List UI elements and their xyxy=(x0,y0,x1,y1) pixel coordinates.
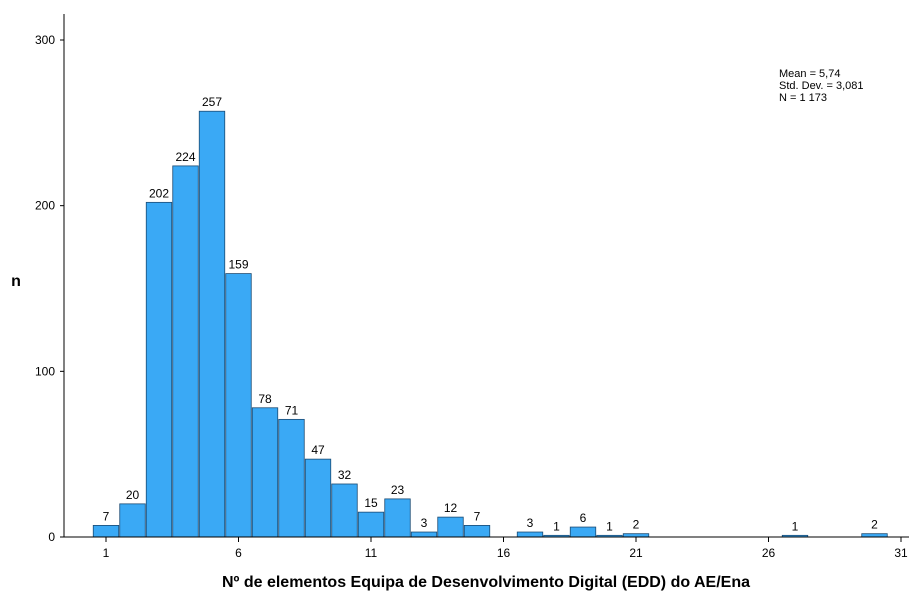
stats-std-dev: Std. Dev. = 3,081 xyxy=(779,80,864,92)
bar-8 xyxy=(278,418,305,538)
data-label-17: 3 xyxy=(527,516,534,530)
bar-17 xyxy=(516,531,544,538)
data-label-2: 20 xyxy=(126,488,140,502)
data-label-21: 2 xyxy=(633,518,640,532)
data-label-27: 1 xyxy=(792,519,799,533)
bar-19 xyxy=(569,526,597,538)
x-axis-title: Nº de elementos Equipa de Desenvolviment… xyxy=(222,574,750,591)
x-tick-label-6: 6 xyxy=(235,546,242,560)
y-tick-label-100: 100 xyxy=(35,364,55,378)
bar-4 xyxy=(172,165,199,538)
data-label-19: 6 xyxy=(580,511,587,525)
stats-mean: Mean = 5,74 xyxy=(779,68,840,80)
bar-3 xyxy=(145,201,173,538)
data-label-20: 1 xyxy=(606,519,613,533)
data-label-5: 257 xyxy=(202,95,222,109)
data-label-12: 23 xyxy=(391,483,405,497)
bars-layer xyxy=(92,110,888,538)
x-tick-label-16: 16 xyxy=(497,546,511,560)
x-tick-label-1: 1 xyxy=(103,546,110,560)
x-tick-label-21: 21 xyxy=(629,546,643,560)
data-label-1: 7 xyxy=(103,509,110,523)
stats-box: Mean = 5,74 Std. Dev. = 3,081 N = 1 173 xyxy=(779,68,864,104)
bar-2 xyxy=(119,503,146,538)
data-label-15: 7 xyxy=(474,509,481,523)
bar-6 xyxy=(225,273,252,538)
x-tick-label-26: 26 xyxy=(762,546,776,560)
y-tick-label-300: 300 xyxy=(35,33,55,47)
data-label-6: 159 xyxy=(228,258,248,272)
bar-12 xyxy=(384,498,411,538)
bar-14 xyxy=(437,516,464,538)
data-label-3: 202 xyxy=(149,186,169,200)
bar-7 xyxy=(251,407,279,538)
bar-15 xyxy=(463,525,491,538)
bar-5 xyxy=(198,110,226,538)
x-tick-label-31: 31 xyxy=(894,546,908,560)
x-tick-label-11: 11 xyxy=(365,546,378,560)
data-label-30: 2 xyxy=(871,518,878,532)
data-label-11: 15 xyxy=(364,496,378,510)
bar-11 xyxy=(357,511,385,538)
stats-n: N = 1 173 xyxy=(779,92,827,104)
y-tick-label-0: 0 xyxy=(48,530,55,544)
data-label-8: 71 xyxy=(285,403,299,417)
data-label-18: 1 xyxy=(553,519,560,533)
data-label-13: 3 xyxy=(421,516,428,530)
bar-10 xyxy=(331,483,358,538)
data-label-10: 32 xyxy=(338,468,352,482)
bar-1 xyxy=(92,525,120,538)
y-axis-title: n xyxy=(11,273,21,290)
bar-9 xyxy=(304,458,332,538)
bar-13 xyxy=(410,531,438,538)
y-tick-label-200: 200 xyxy=(35,199,55,213)
data-label-7: 78 xyxy=(258,392,272,406)
data-label-14: 12 xyxy=(444,501,458,515)
data-label-9: 47 xyxy=(311,443,325,457)
data-label-4: 224 xyxy=(175,150,195,164)
